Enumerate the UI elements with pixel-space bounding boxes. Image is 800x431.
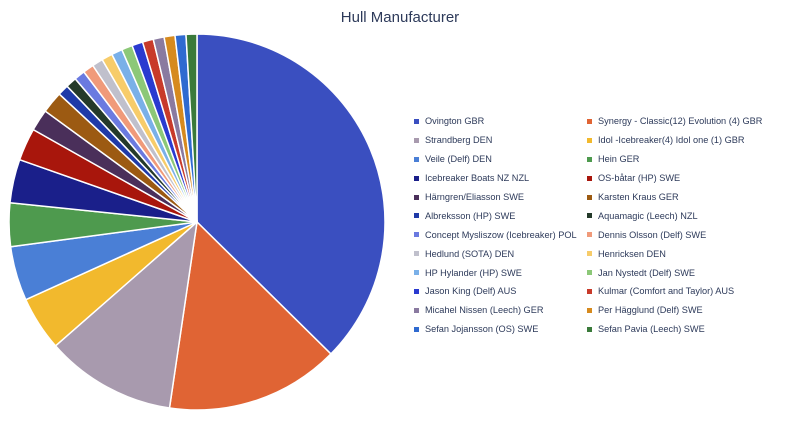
legend-label: Dennis Olsson (Delf) SWE bbox=[598, 229, 707, 240]
legend-swatch bbox=[587, 232, 592, 238]
legend-swatch bbox=[587, 326, 592, 332]
legend-entry: Strandberg DEN bbox=[414, 131, 579, 150]
legend-label: Sefan Jojansson (OS) SWE bbox=[425, 324, 539, 335]
legend-swatch bbox=[414, 194, 419, 200]
legend-entry: Henricksen DEN bbox=[587, 244, 792, 263]
pie-slice-1 bbox=[168, 220, 332, 411]
legend-swatch bbox=[414, 251, 419, 257]
legend-label: Jason King (Delf) AUS bbox=[425, 286, 517, 297]
legend-swatch bbox=[587, 270, 592, 276]
legend-entry: Karsten Kraus GER bbox=[587, 188, 792, 207]
legend-label: Hedlund (SOTA) DEN bbox=[425, 248, 515, 259]
chart-legend: Ovington GBR Synergy - Classic(12) Evolut… bbox=[414, 112, 794, 339]
legend-swatch bbox=[414, 307, 419, 313]
legend-entry: Sefan Pavia (Leech) SWE bbox=[587, 320, 792, 339]
legend-label: Strandberg DEN bbox=[425, 135, 493, 146]
legend-label: Synergy - Classic(12) Evolution (4) GBR bbox=[598, 116, 763, 127]
legend-swatch bbox=[587, 175, 592, 181]
legend-swatch bbox=[414, 137, 419, 143]
legend-swatch bbox=[414, 118, 419, 124]
legend-entry: Aquamagic (Leech) NZL bbox=[587, 206, 792, 225]
legend-swatch bbox=[414, 232, 419, 238]
legend-label: Ovington GBR bbox=[425, 116, 485, 127]
legend-entry: Per Hägglund (Delf) SWE bbox=[587, 301, 792, 320]
legend-label: Concept Mysliszow (Icebreaker) POL bbox=[425, 229, 577, 240]
legend-swatch bbox=[414, 175, 419, 181]
legend-label: HP Hylander (HP) SWE bbox=[425, 267, 522, 278]
legend-entry: Jan Nystedt (Delf) SWE bbox=[587, 263, 792, 282]
legend-swatch bbox=[587, 213, 592, 219]
pie-slice-23 bbox=[185, 33, 198, 223]
legend-label: Per Hägglund (Delf) SWE bbox=[598, 305, 703, 316]
legend-entry: Dennis Olsson (Delf) SWE bbox=[587, 225, 792, 244]
legend-entry: Idol -Icebreaker(4) Idol one (1) GBR bbox=[587, 131, 792, 150]
legend-entry: Micahel Nissen (Leech) GER bbox=[414, 301, 579, 320]
legend-swatch bbox=[414, 213, 419, 219]
legend-swatch bbox=[587, 194, 592, 200]
legend-swatch bbox=[414, 326, 419, 332]
legend-swatch bbox=[587, 288, 592, 294]
pie-slice-0 bbox=[196, 33, 386, 356]
legend-label: Albreksson (HP) SWE bbox=[425, 210, 516, 221]
legend-label: Icebreaker Boats NZ NZL bbox=[425, 173, 530, 184]
legend-label: Aquamagic (Leech) NZL bbox=[598, 210, 698, 221]
legend-label: Sefan Pavia (Leech) SWE bbox=[598, 324, 705, 335]
chart-title: Hull Manufacturer bbox=[340, 9, 460, 26]
legend-label: Kulmar (Comfort and Taylor) AUS bbox=[598, 286, 735, 297]
legend-swatch bbox=[587, 118, 592, 124]
legend-swatch bbox=[414, 288, 419, 294]
legend-label: Hein GER bbox=[598, 154, 640, 165]
legend-label: Jan Nystedt (Delf) SWE bbox=[598, 267, 696, 278]
pie-slice-2 bbox=[54, 220, 199, 409]
legend-entry: Synergy - Classic(12) Evolution (4) GBR bbox=[587, 112, 792, 131]
legend-entry: Veile (Delf) DEN bbox=[414, 150, 579, 169]
legend-label: Härngren/Eliasson SWE bbox=[425, 192, 525, 202]
legend-entry: Albreksson (HP) SWE bbox=[414, 206, 579, 225]
legend-label: Henricksen DEN bbox=[598, 248, 666, 259]
legend-entry: Härngren/Eliasson SWE bbox=[414, 188, 579, 207]
legend-entry: Concept Mysliszow (Icebreaker) POL bbox=[414, 225, 579, 244]
legend-entry: OS-båtar (HP) SWE bbox=[587, 169, 792, 188]
legend-entry: Sefan Jojansson (OS) SWE bbox=[414, 320, 579, 339]
legend-label: Karsten Kraus GER bbox=[598, 192, 679, 202]
legend-swatch bbox=[587, 307, 592, 313]
legend-swatch bbox=[587, 156, 592, 162]
legend-entry: Hein GER bbox=[587, 150, 792, 169]
legend-entry: Kulmar (Comfort and Taylor) AUS bbox=[587, 282, 792, 301]
legend-label: OS-båtar (HP) SWE bbox=[598, 173, 681, 184]
legend-entry: HP Hylander (HP) SWE bbox=[414, 263, 579, 282]
legend-label: Idol -Icebreaker(4) Idol one (1) GBR bbox=[598, 135, 745, 146]
legend-entry: Hedlund (SOTA) DEN bbox=[414, 244, 579, 263]
legend-swatch bbox=[414, 270, 419, 276]
legend-swatch bbox=[587, 137, 592, 143]
legend-label: Veile (Delf) DEN bbox=[425, 154, 492, 165]
legend-swatch bbox=[587, 251, 592, 257]
legend-label: Micahel Nissen (Leech) GER bbox=[425, 305, 544, 316]
legend-swatch bbox=[414, 156, 419, 162]
legend-entry: Jason King (Delf) AUS bbox=[414, 282, 579, 301]
legend-entry: Ovington GBR bbox=[414, 112, 579, 131]
legend-entry: Icebreaker Boats NZ NZL bbox=[414, 169, 579, 188]
